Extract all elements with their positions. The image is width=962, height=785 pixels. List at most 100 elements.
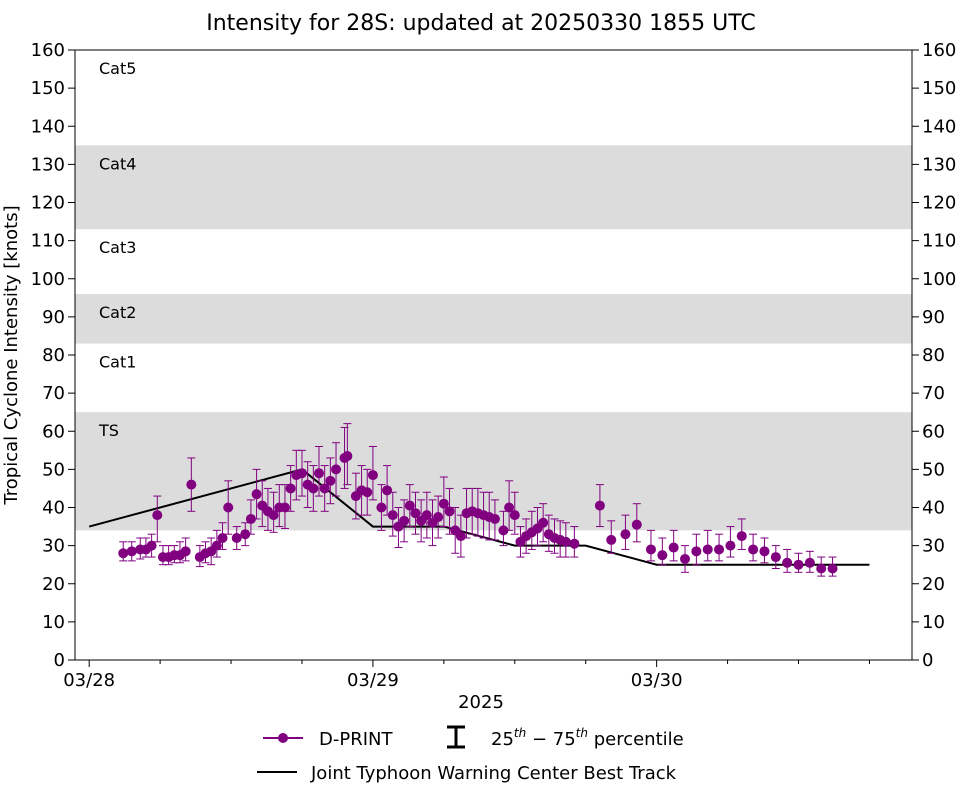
dprint-marker bbox=[569, 538, 580, 549]
dprint-marker bbox=[342, 451, 353, 462]
y-tick-label-right: 150 bbox=[922, 78, 956, 99]
y-tick-label: 80 bbox=[42, 345, 65, 366]
dprint-point bbox=[362, 468, 373, 516]
dprint-point bbox=[569, 526, 580, 558]
dprint-marker bbox=[240, 529, 251, 540]
dprint-point bbox=[331, 442, 342, 497]
dprint-point bbox=[231, 526, 242, 550]
x-tick-label: 03/28 bbox=[63, 670, 115, 691]
dprint-marker bbox=[504, 502, 515, 513]
y-tick-label: 0 bbox=[54, 650, 65, 671]
x-axis: 03/28 03/29 03/30 bbox=[63, 660, 870, 691]
dprint-point bbox=[302, 461, 313, 508]
dprint-point bbox=[433, 495, 444, 539]
y-tick-label-right: 130 bbox=[922, 154, 956, 175]
dprint-marker bbox=[279, 502, 290, 513]
dprint-point bbox=[308, 465, 319, 512]
dprint-marker bbox=[231, 533, 242, 543]
y-tick-label-right: 100 bbox=[922, 269, 956, 290]
dprint-marker bbox=[314, 468, 325, 479]
dprint-point bbox=[782, 548, 793, 573]
y-tick-label-right: 60 bbox=[922, 421, 945, 442]
dprint-point bbox=[285, 465, 296, 512]
dprint-marker bbox=[736, 531, 747, 542]
y-tick-label: 70 bbox=[42, 383, 65, 404]
dprint-marker bbox=[498, 525, 509, 536]
y-tick-label-right: 10 bbox=[922, 612, 945, 633]
dprint-point bbox=[421, 491, 432, 539]
dprint-point bbox=[702, 529, 713, 562]
dprint-point bbox=[367, 446, 378, 501]
y-tick-label: 20 bbox=[42, 574, 65, 595]
y-tick-label-right: 70 bbox=[922, 383, 945, 404]
dprint-marker bbox=[399, 515, 410, 526]
dprint-marker bbox=[702, 544, 713, 555]
dprint-point bbox=[342, 423, 353, 486]
legend-dprint-label: D-PRINT bbox=[319, 729, 393, 750]
dprint-point bbox=[438, 476, 449, 528]
category-bands: TS Cat1 Cat2 Cat3 Cat4 Cat5 bbox=[75, 59, 912, 531]
dprint-point bbox=[714, 533, 725, 562]
dprint-marker bbox=[126, 546, 137, 557]
dprint-marker bbox=[331, 464, 342, 475]
dprint-point bbox=[827, 556, 838, 577]
dprint-marker bbox=[748, 544, 759, 555]
dprint-marker bbox=[421, 510, 432, 521]
y-axis-left: 0 10 20 30 40 50 60 70 80 90 100 110 120 130 140 150 160 bbox=[31, 40, 75, 671]
dprint-point bbox=[657, 537, 668, 566]
dprint-marker bbox=[538, 517, 549, 528]
dprint-point bbox=[804, 550, 815, 573]
dprint-marker bbox=[645, 544, 656, 555]
y-tick-label: 30 bbox=[42, 536, 65, 557]
dprint-marker bbox=[793, 559, 804, 570]
y-tick-label-right: 50 bbox=[922, 459, 945, 480]
dprint-point bbox=[736, 518, 747, 550]
y-tick-label-right: 140 bbox=[922, 116, 956, 137]
y-tick-label-right: 120 bbox=[922, 193, 956, 214]
legend-besttrack-label: Joint Typhoon Warning Center Best Track bbox=[310, 763, 677, 784]
dprint-marker bbox=[560, 536, 571, 547]
dprint-marker bbox=[387, 510, 398, 521]
dprint-marker bbox=[691, 546, 702, 557]
y-tick-label: 10 bbox=[42, 612, 65, 633]
dprint-marker bbox=[223, 502, 234, 513]
band-cat4 bbox=[75, 145, 912, 230]
dprint-point bbox=[146, 533, 157, 558]
y-tick-label: 100 bbox=[31, 269, 65, 290]
dprint-series bbox=[118, 423, 838, 577]
dprint-point bbox=[504, 480, 515, 531]
dprint-point bbox=[279, 484, 290, 529]
dprint-marker bbox=[251, 489, 262, 500]
y-tick-label: 130 bbox=[31, 154, 65, 175]
dprint-marker bbox=[489, 513, 500, 524]
y-tick-label: 120 bbox=[31, 193, 65, 214]
dprint-marker bbox=[376, 502, 387, 513]
band-label-cat3: Cat3 bbox=[99, 238, 136, 257]
y-tick-label-right: 40 bbox=[922, 498, 945, 519]
dprint-point bbox=[515, 526, 526, 558]
dprint-marker bbox=[657, 550, 668, 561]
dprint-point bbox=[180, 537, 191, 562]
dprint-marker bbox=[268, 510, 279, 521]
dprint-point bbox=[268, 491, 279, 533]
dprint-point bbox=[793, 552, 804, 573]
dprint-point bbox=[152, 495, 163, 543]
y-axis-right: 0 10 20 30 40 50 60 70 80 90 100 110 120 130 140 150 160 bbox=[912, 40, 956, 671]
band-label-cat1: Cat1 bbox=[99, 353, 136, 372]
dprint-marker bbox=[668, 542, 679, 553]
x-axis-title: 2025 bbox=[458, 692, 504, 713]
plot-frame bbox=[74, 49, 913, 661]
dprint-point bbox=[223, 480, 234, 535]
dprint-point bbox=[489, 499, 500, 541]
dprint-marker bbox=[816, 563, 827, 574]
dprint-point bbox=[455, 514, 466, 558]
y-tick-label-right: 0 bbox=[922, 650, 933, 671]
dprint-point bbox=[770, 545, 781, 569]
dprint-marker bbox=[410, 508, 421, 519]
band-cat2 bbox=[75, 294, 912, 344]
dprint-marker bbox=[714, 544, 725, 555]
dprint-point bbox=[816, 556, 827, 577]
dprint-point bbox=[509, 491, 520, 535]
dprint-point bbox=[211, 529, 222, 558]
dprint-marker bbox=[285, 483, 296, 494]
